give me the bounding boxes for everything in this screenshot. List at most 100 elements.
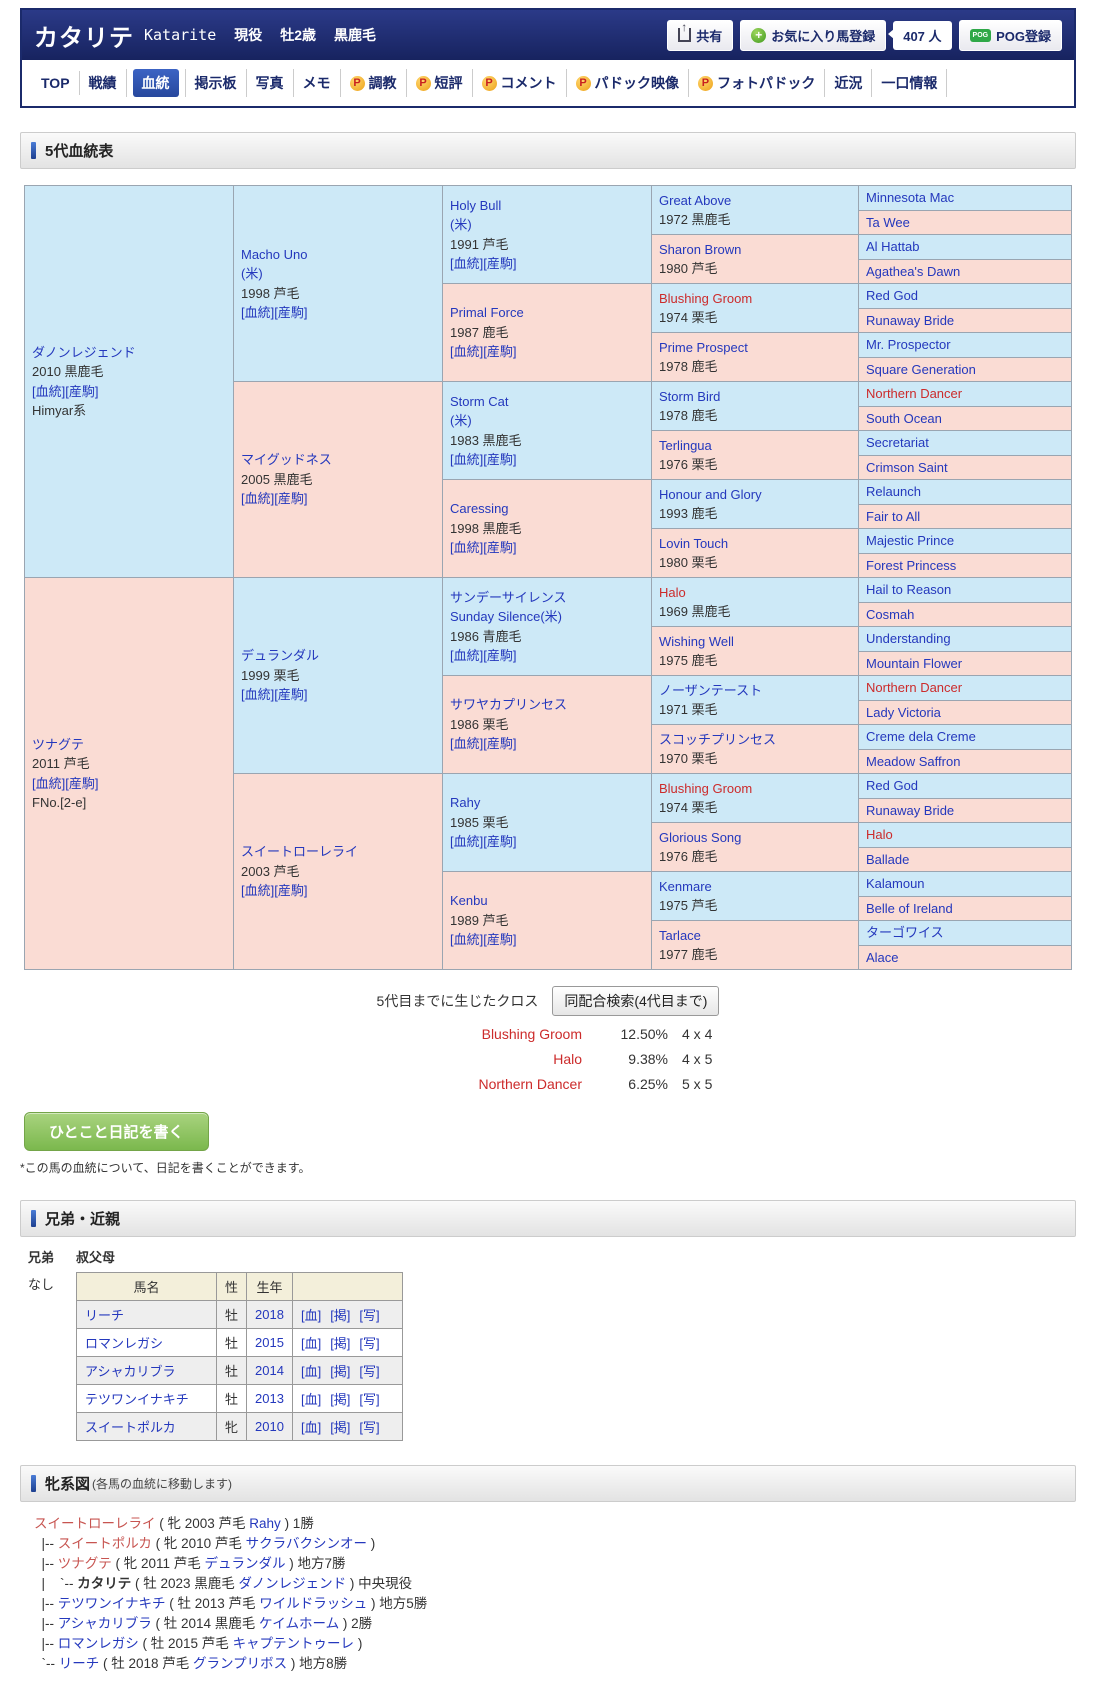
tree-horse-link[interactable]: ツナグテ: [57, 1556, 112, 1571]
blood-link[interactable]: [血統]: [241, 687, 275, 703]
offspring-link[interactable]: [産駒]: [483, 834, 517, 850]
horse-link[interactable]: Relaunch: [866, 484, 921, 499]
horse-link-alt[interactable]: Sunday Silence(米): [450, 609, 562, 624]
tab-フォトパドック[interactable]: P フォトパドック: [689, 69, 826, 97]
horse-link[interactable]: Glorious Song: [659, 829, 742, 845]
sibling-quick-link[interactable]: [写]: [359, 1336, 380, 1351]
sibling-quick-link[interactable]: [写]: [359, 1392, 380, 1407]
tree-horse-link[interactable]: グランプリボス: [193, 1656, 288, 1671]
blood-link[interactable]: [血統]: [450, 834, 484, 850]
tree-horse-link[interactable]: ロマンレガシ: [57, 1636, 139, 1651]
horse-link[interactable]: Meadow Saffron: [866, 753, 961, 769]
blood-link[interactable]: [血統]: [450, 540, 484, 556]
horse-link[interactable]: Sharon Brown: [659, 241, 742, 257]
favorite-count-badge[interactable]: 407 人: [888, 20, 952, 50]
write-diary-button[interactable]: ひとこと日記を書く: [24, 1112, 209, 1151]
horse-link[interactable]: Honour and Glory: [659, 486, 762, 502]
horse-link[interactable]: Lovin Touch: [659, 535, 729, 551]
tree-horse-link[interactable]: スイートローレライ: [34, 1516, 156, 1531]
sibling-name-link[interactable]: スイートポルカ: [85, 1420, 176, 1435]
horse-link[interactable]: Hail to Reason: [866, 582, 952, 597]
horse-link[interactable]: Wishing Well: [659, 633, 734, 649]
tree-horse-link[interactable]: テツワンイナキチ: [57, 1596, 166, 1611]
sibling-quick-link[interactable]: [血]: [300, 1364, 322, 1379]
sibling-quick-link[interactable]: [血]: [300, 1420, 322, 1435]
horse-link[interactable]: Mr. Prospector: [866, 337, 951, 352]
tree-horse-link[interactable]: アシャカリブラ: [57, 1616, 152, 1631]
sibling-quick-link[interactable]: [写]: [359, 1308, 380, 1323]
cross-horse-link[interactable]: Northern Dancer: [478, 1076, 583, 1092]
tab-一口情報[interactable]: 一口情報: [872, 69, 948, 97]
horse-link[interactable]: Prime Prospect: [659, 339, 748, 355]
tree-horse-link[interactable]: デュランダル: [204, 1556, 286, 1571]
pog-button[interactable]: POG POG登録: [958, 19, 1062, 51]
sibling-quick-link[interactable]: [写]: [359, 1420, 380, 1435]
blood-link[interactable]: [血統]: [241, 491, 275, 507]
horse-link[interactable]: Red God: [866, 288, 919, 303]
blood-link[interactable]: [血統]: [450, 256, 484, 271]
offspring-link[interactable]: [産駒]: [274, 687, 308, 703]
horse-link[interactable]: Macho Uno: [241, 246, 308, 262]
horse-link[interactable]: スイートローレライ: [241, 844, 359, 860]
tree-horse-link[interactable]: ダノンレジェンド: [238, 1576, 347, 1591]
horse-link[interactable]: Storm Cat: [450, 393, 509, 409]
horse-link[interactable]: Red God: [866, 778, 919, 793]
offspring-link[interactable]: [産駒]: [274, 883, 308, 899]
sibling-year-link[interactable]: 2010: [255, 1419, 284, 1434]
blood-link[interactable]: [血統]: [450, 648, 484, 663]
horse-link[interactable]: Northern Dancer: [866, 386, 963, 401]
horse-link[interactable]: Lady Victoria: [866, 704, 941, 720]
offspring-link[interactable]: [産駒]: [483, 540, 517, 556]
sibling-quick-link[interactable]: [血]: [300, 1392, 322, 1407]
horse-link[interactable]: Secretariat: [866, 435, 929, 450]
tab-調教[interactable]: P 調教: [341, 69, 407, 97]
sibling-name-link[interactable]: テツワンイナキチ: [85, 1392, 189, 1407]
tab-近況[interactable]: 近況: [825, 69, 873, 97]
offspring-link[interactable]: [産駒]: [483, 256, 517, 271]
horse-link-alt[interactable]: (米): [450, 217, 472, 232]
horse-link[interactable]: Al Hattab: [866, 239, 920, 254]
sibling-year-link[interactable]: 2018: [255, 1307, 284, 1322]
horse-link[interactable]: Ta Wee: [866, 214, 910, 230]
horse-link[interactable]: Blushing Groom: [659, 780, 753, 796]
sibling-quick-link[interactable]: [掲]: [330, 1420, 351, 1435]
horse-link[interactable]: Holy Bull: [450, 197, 502, 213]
cross-horse-link[interactable]: Blushing Groom: [481, 1026, 582, 1042]
offspring-link[interactable]: [産駒]: [65, 383, 99, 399]
offspring-link[interactable]: [産駒]: [274, 491, 308, 507]
horse-link[interactable]: Kenmare: [659, 878, 712, 894]
tab-パドック映像[interactable]: P パドック映像: [567, 69, 689, 97]
horse-link[interactable]: Cosmah: [866, 606, 915, 622]
tree-horse-link[interactable]: キャプテントゥーレ: [232, 1636, 355, 1651]
offspring-link[interactable]: [産駒]: [483, 648, 517, 663]
tree-horse-link[interactable]: スイートポルカ: [57, 1536, 152, 1551]
offspring-link[interactable]: [産駒]: [483, 452, 517, 467]
offspring-link[interactable]: [産駒]: [65, 775, 99, 791]
horse-link[interactable]: Tarlace: [659, 927, 701, 943]
horse-link[interactable]: Square Generation: [866, 361, 976, 377]
horse-link[interactable]: Belle of Ireland: [866, 900, 953, 916]
tree-horse-link[interactable]: サクラバクシンオー: [245, 1536, 368, 1551]
tab-コメント[interactable]: P コメント: [473, 69, 567, 97]
horse-link[interactable]: Runaway Bride: [866, 312, 955, 328]
horse-link[interactable]: Understanding: [866, 631, 951, 646]
horse-link[interactable]: Majestic Prince: [866, 533, 955, 548]
blood-link[interactable]: [血統]: [32, 383, 66, 399]
sibling-quick-link[interactable]: [掲]: [330, 1392, 351, 1407]
sibling-quick-link[interactable]: [掲]: [330, 1336, 351, 1351]
horse-link[interactable]: Agathea's Dawn: [866, 263, 961, 279]
sibling-name-link[interactable]: アシャカリブラ: [85, 1364, 176, 1379]
horse-link[interactable]: Ballade: [866, 851, 910, 867]
sibling-year-link[interactable]: 2015: [255, 1335, 284, 1350]
horse-link[interactable]: デュランダル: [241, 648, 320, 664]
horse-link[interactable]: ダノンレジェンド: [32, 344, 136, 360]
horse-link[interactable]: サンデーサイレンス: [450, 589, 567, 605]
horse-link[interactable]: Minnesota Mac: [866, 190, 955, 205]
blood-link[interactable]: [血統]: [450, 736, 484, 752]
sibling-quick-link[interactable]: [血]: [300, 1336, 322, 1351]
blood-link[interactable]: [血統]: [32, 775, 66, 791]
sibling-name-link[interactable]: ロマンレガシ: [85, 1336, 164, 1351]
horse-link[interactable]: Alace: [866, 949, 899, 965]
horse-link[interactable]: Caressing: [450, 501, 509, 517]
horse-link[interactable]: Great Above: [659, 192, 732, 208]
